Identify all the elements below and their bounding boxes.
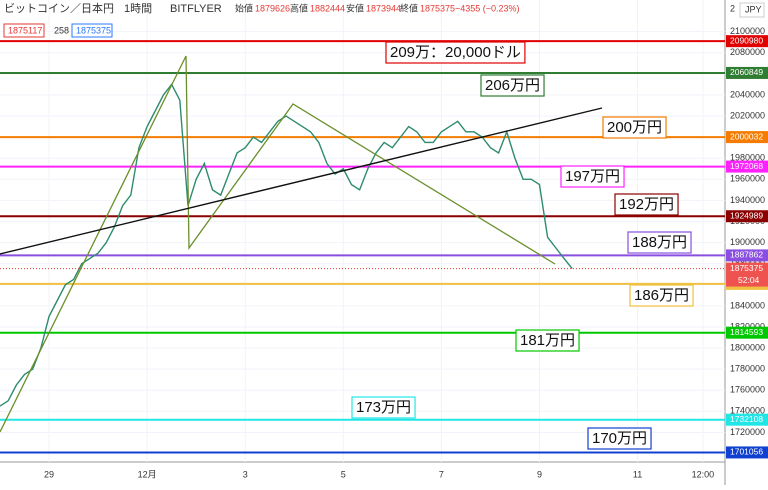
open: 1879626 [255,3,290,13]
level-note-box [627,231,692,254]
level-price-box [726,446,768,459]
level-note-box [629,284,694,307]
y-tick-label: 1780000 [730,364,765,374]
level-price: 1814593 [730,327,763,337]
y-tick-label: 1980000 [730,153,765,163]
level-note: 200万円 [607,119,662,136]
y-tick-label: 1840000 [730,300,765,310]
level-note-box [587,427,652,450]
x-tick-label: 5 [341,469,346,479]
last-price-box [726,262,768,287]
high-label: 高値 [290,2,308,13]
y-tick-label: 1760000 [730,385,765,395]
trend-zigzag [0,55,556,433]
level-note: 186万円 [634,287,689,304]
open-label: 始値 [235,2,253,13]
x-tick-label: 29 [44,469,54,479]
interval: 1時間 [124,2,152,15]
change: −4355 (−0.23%) [455,3,520,13]
ask: 1875375 [76,25,111,35]
currency[interactable]: JPY [745,4,762,14]
y-tick-label: 2040000 [730,89,765,99]
x-tick-label: 12:00 [692,469,715,479]
y-tick-label: 2100000 [730,26,765,36]
level-price: 1887862 [730,250,763,260]
countdown: 52:04 [738,275,760,285]
level-price: 1701056 [730,447,763,457]
last-price: 1875375 [730,263,763,273]
y-tick-label: 1800000 [730,342,765,352]
level-price-box [726,35,768,48]
level-note-box [560,165,625,188]
level-note: 192万円 [619,196,674,213]
currency-box[interactable] [739,2,765,18]
level-note-box [515,329,580,352]
y-tick-label: 1960000 [730,174,765,184]
ask-box [71,23,113,38]
low: 1873944 [366,3,401,13]
x-tick-label: 11 [633,469,642,479]
level-note: 206万円 [485,77,540,94]
level-note-box [480,74,545,97]
corner: 2 [730,3,735,13]
level-note-box [385,41,526,64]
spread: 258 [54,25,69,35]
level-price: 2090980 [730,35,763,45]
y-tick-label: 1720000 [730,427,765,437]
x-tick-label: 9 [537,469,542,479]
close-label: 終値 [400,2,418,13]
level-note: 173万円 [356,399,411,416]
exchange: BITFLYER [170,3,222,15]
level-note: 181万円 [520,332,575,349]
level-note-box [614,193,679,216]
close: 1875375 [420,3,455,13]
y-tick-label: 1940000 [730,195,765,205]
symbol: ビットコイン／日本円 [4,1,114,15]
level-price-box [726,131,768,144]
level-price-box [726,210,768,223]
trend-line [0,107,603,255]
level-note: 188万円 [632,234,687,251]
level-price-box [726,413,768,426]
level-note: 209万：20,000ドル [390,44,521,61]
y-tick-label: 2080000 [730,47,765,57]
level-price-box [726,249,768,262]
level-price: 1924989 [730,210,763,220]
level-note: 197万円 [565,168,620,185]
level-price-box [726,66,768,79]
level-note: 170万円 [592,430,647,447]
bid: 1875117 [8,25,42,35]
price-line [0,83,573,407]
level-price: 1972068 [730,161,763,171]
level-price: 2000032 [730,131,763,141]
x-tick-label: 12月 [138,469,157,479]
x-tick-label: 3 [243,469,248,479]
level-price-box [726,160,768,173]
y-tick-label: 1820000 [730,321,765,331]
high: 1882444 [310,3,345,13]
bid-box [3,23,45,38]
level-note-box [351,396,416,419]
x-tick-label: 7 [439,469,444,479]
level-note-box [602,116,667,139]
y-tick-label: 1900000 [730,237,765,247]
level-price: 1732108 [730,414,763,424]
low-label: 安値 [346,2,364,13]
y-tick-label: 2020000 [730,110,765,120]
level-price: 2060849 [730,67,763,77]
level-price-box [726,326,768,339]
y-tick-label: 1740000 [730,406,765,416]
